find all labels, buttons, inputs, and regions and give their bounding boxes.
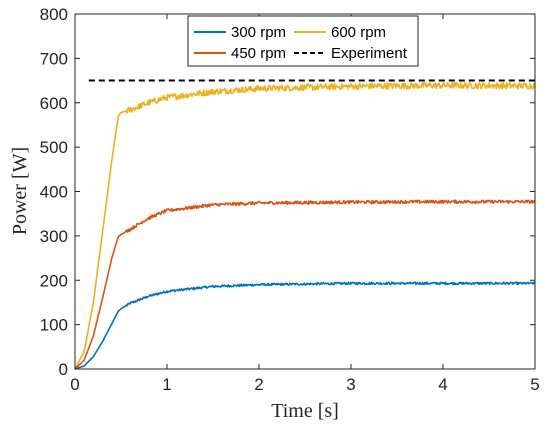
y-tick-label: 300 <box>40 227 68 246</box>
series-line-600-rpm <box>74 81 536 370</box>
y-tick-label: 600 <box>40 94 68 113</box>
plot-background <box>75 14 535 369</box>
series-line-450-rpm <box>74 199 536 370</box>
legend-label: 450 rpm <box>231 45 286 62</box>
legend-label: 300 rpm <box>231 24 286 41</box>
y-axis-title: Power [W] <box>9 147 31 235</box>
y-tick-label: 800 <box>40 5 68 24</box>
series-layer <box>74 79 536 370</box>
x-axis-title: Time [s] <box>271 400 339 422</box>
legend-label: Experiment <box>331 45 408 62</box>
y-tick-label: 100 <box>40 316 68 335</box>
y-tick-label: 500 <box>40 138 68 157</box>
x-tick-label: 4 <box>438 375 447 394</box>
x-tick-label: 5 <box>530 375 539 394</box>
legend: 300 rpm 450 rpm 600 rpm Experiment <box>187 15 419 67</box>
y-tick-label: 0 <box>59 360 68 379</box>
series-line-300-rpm <box>74 281 536 370</box>
legend-label: 600 rpm <box>331 24 386 41</box>
x-tick-label: 3 <box>346 375 355 394</box>
x-tick-label: 0 <box>70 375 79 394</box>
axes-layer: 0 1 2 3 4 5 0 100 200 300 400 500 600 700 800 <box>40 5 540 394</box>
y-tick-label: 700 <box>40 49 68 68</box>
y-tick-label: 200 <box>40 271 68 290</box>
x-tick-label: 1 <box>162 375 171 394</box>
y-tick-label: 400 <box>40 183 68 202</box>
x-tick-label: 2 <box>254 375 263 394</box>
legend-box <box>187 15 419 67</box>
